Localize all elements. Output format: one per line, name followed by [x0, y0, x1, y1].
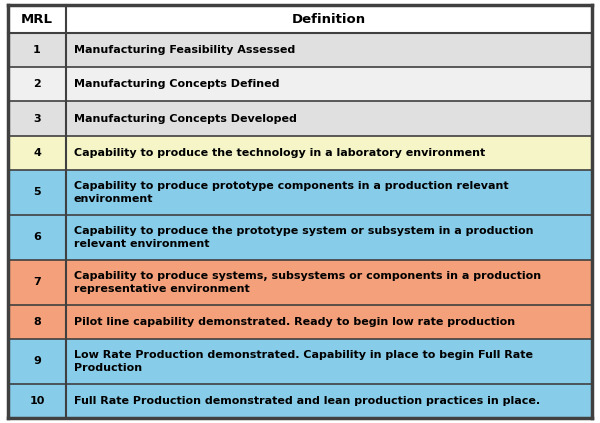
Text: Capability to produce systems, subsystems or components in a production
represen: Capability to produce systems, subsystem…	[74, 271, 541, 294]
Bar	[8, 5, 592, 33]
Text: Low Rate Production demonstrated. Capability in place to begin Full Rate
Product: Low Rate Production demonstrated. Capabi…	[74, 350, 533, 373]
Text: Pilot line capability demonstrated. Ready to begin low rate production: Pilot line capability demonstrated. Read…	[74, 317, 515, 327]
Bar	[8, 215, 592, 260]
Bar	[8, 339, 592, 384]
Bar	[8, 170, 592, 215]
Bar	[8, 305, 592, 339]
Text: 2: 2	[33, 80, 41, 89]
Text: Manufacturing Feasibility Assessed: Manufacturing Feasibility Assessed	[74, 45, 295, 55]
Text: 8: 8	[33, 317, 41, 327]
Text: 10: 10	[29, 396, 44, 406]
Text: 5: 5	[33, 187, 41, 198]
Bar	[8, 136, 592, 170]
Text: Manufacturing Concepts Developed: Manufacturing Concepts Developed	[74, 113, 297, 124]
Bar	[8, 384, 592, 418]
Text: MRL: MRL	[21, 13, 53, 25]
Text: Manufacturing Concepts Defined: Manufacturing Concepts Defined	[74, 80, 280, 89]
Text: Capability to produce the prototype system or subsystem in a production
relevant: Capability to produce the prototype syst…	[74, 225, 533, 249]
Bar	[8, 102, 592, 136]
Text: Full Rate Production demonstrated and lean production practices in place.: Full Rate Production demonstrated and le…	[74, 396, 540, 406]
Bar	[8, 33, 592, 67]
Text: 9: 9	[33, 356, 41, 366]
Text: 3: 3	[33, 113, 41, 124]
Bar	[8, 260, 592, 305]
Text: 6: 6	[33, 232, 41, 242]
Text: Definition: Definition	[292, 13, 366, 25]
Text: 4: 4	[33, 148, 41, 158]
Text: 7: 7	[33, 277, 41, 287]
Text: 1: 1	[33, 45, 41, 55]
Text: Capability to produce prototype components in a production relevant
environment: Capability to produce prototype componen…	[74, 181, 509, 204]
Text: Capability to produce the technology in a laboratory environment: Capability to produce the technology in …	[74, 148, 485, 158]
Bar	[8, 67, 592, 102]
